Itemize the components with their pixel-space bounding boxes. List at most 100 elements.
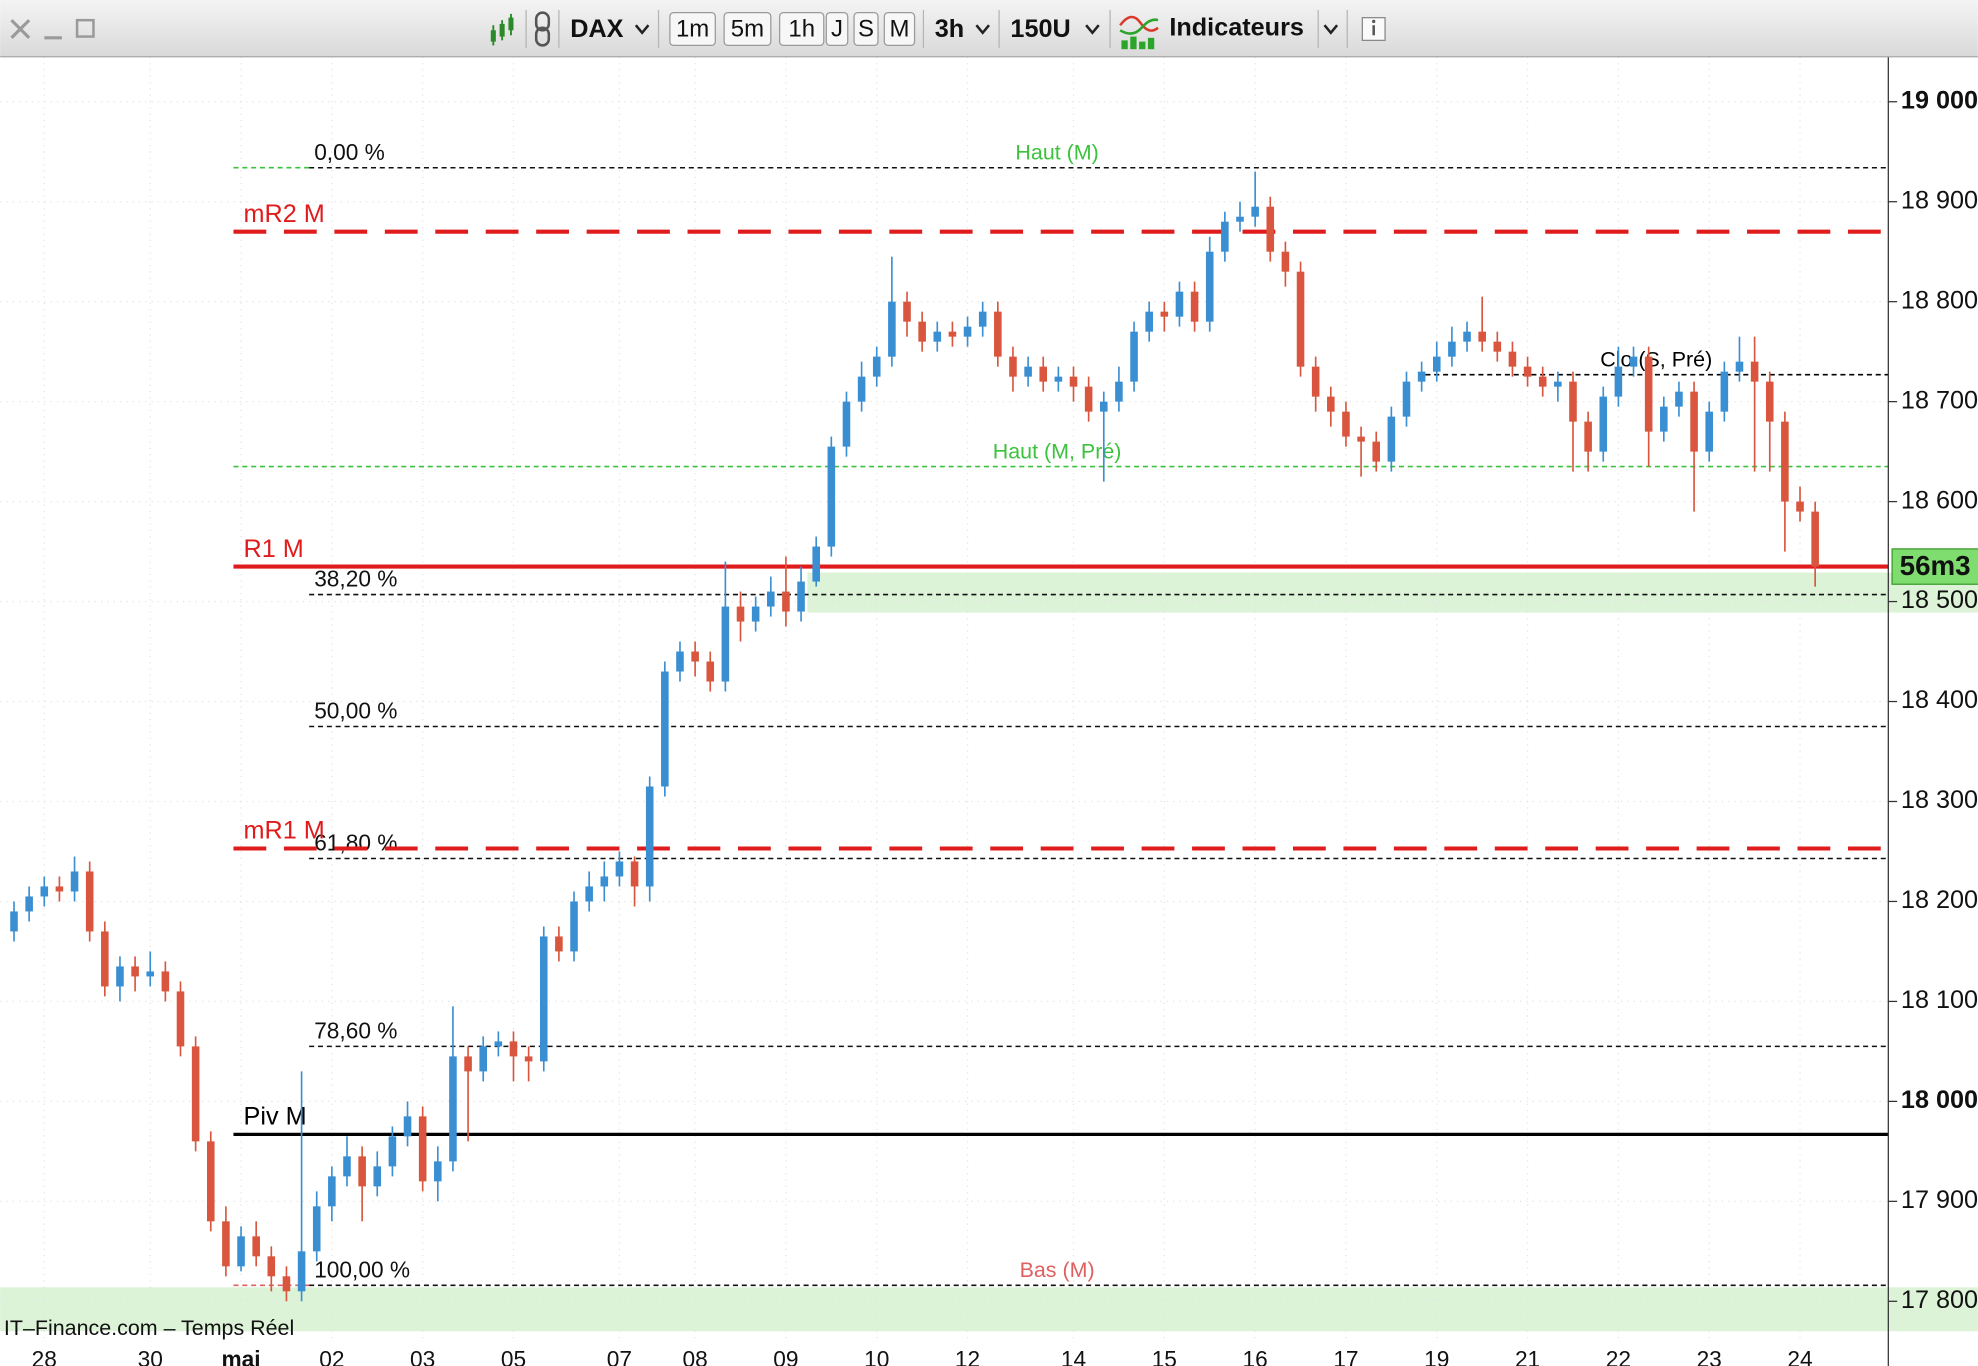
candle-body (70, 871, 79, 892)
candle-body (1281, 251, 1290, 272)
x-tick-label: mai (221, 1346, 260, 1366)
candle-body (1478, 331, 1486, 342)
candle-body (827, 446, 836, 547)
y-tick-label: 19 000 (1901, 86, 1978, 114)
units[interactable]: 150U (1010, 15, 1070, 43)
candle-body (1554, 381, 1562, 387)
candle-body (403, 1116, 412, 1137)
candle-body (55, 886, 64, 892)
candle-body (1069, 376, 1078, 387)
close-button[interactable] (10, 19, 31, 39)
period[interactable]: 3h (935, 15, 964, 43)
candle-body (1493, 341, 1502, 352)
extreme-label: Bas (M) (1020, 1258, 1095, 1282)
candle-body (176, 991, 185, 1047)
candle-body (1569, 381, 1577, 422)
candle-body (312, 1206, 321, 1252)
interval-label[interactable]: 1h (788, 16, 815, 43)
candle-body (600, 876, 609, 887)
x-tick-label: 02 (319, 1346, 344, 1366)
interval-label[interactable]: M (889, 16, 909, 43)
y-tick-label: 18 900 (1901, 186, 1978, 214)
zones (0, 572, 1978, 1332)
candle-body (1205, 251, 1214, 322)
candle-body (978, 311, 987, 327)
candle-body (267, 1256, 276, 1277)
levels: Haut (M)Haut (M, Pré)Bas (M)Clo (S, Pré)… (233, 139, 1889, 1287)
link-button[interactable] (534, 11, 551, 47)
y-tick-label: 17 800 (1901, 1286, 1978, 1314)
candle-body (1690, 391, 1698, 452)
x-tick-label: 16 (1243, 1346, 1268, 1366)
interval-button[interactable]: 1h (778, 11, 825, 47)
y-tick-label: 18 500 (1901, 586, 1978, 614)
chart-type-button[interactable] (490, 13, 514, 46)
toolbar-bg (0, 0, 1978, 57)
candles (10, 171, 1819, 1302)
x-tick-label: 21 (1515, 1346, 1540, 1366)
interval-label[interactable]: 5m (731, 16, 764, 43)
fibonacci-label: 100,00 % (314, 1256, 410, 1282)
x-tick-label: 12 (955, 1346, 980, 1366)
indicators[interactable]: Indicateurs (1169, 14, 1304, 42)
interval-button[interactable]: M (883, 11, 916, 47)
candle-body (1417, 371, 1426, 382)
candle-body (494, 1041, 503, 1047)
candle-body (706, 661, 715, 682)
x-tick-label: 08 (682, 1346, 707, 1366)
candle-body (994, 311, 1002, 357)
candle-body (282, 1276, 291, 1292)
candle-body (1145, 311, 1153, 332)
candle-body (948, 331, 957, 337)
y-tick-label: 18 300 (1901, 786, 1978, 814)
candle-body (1402, 381, 1411, 417)
candle-body (630, 861, 639, 887)
candle-body (1099, 401, 1108, 412)
candle-body (328, 1176, 336, 1207)
fibonacci-label: 50,00 % (314, 698, 397, 724)
candle-body (1084, 386, 1093, 412)
interval-button[interactable]: J (825, 11, 849, 47)
candle-body (131, 966, 139, 977)
candle-body (206, 1141, 215, 1222)
candle-body (1599, 396, 1608, 452)
symbol[interactable]: DAX (570, 15, 623, 43)
candle-body (146, 971, 155, 977)
x-tick-label: 14 (1061, 1346, 1086, 1366)
candle-body (101, 931, 109, 987)
units-selector[interactable]: 150U (1010, 15, 1100, 43)
pivot-label: mR1 M (244, 817, 325, 845)
candle-body (1236, 216, 1244, 222)
y-tick-label: 18 700 (1901, 386, 1978, 414)
extreme-label: Haut (M, Pré) (993, 439, 1122, 463)
interval-button[interactable]: S (853, 11, 879, 47)
period-selector[interactable]: 3h (935, 15, 990, 43)
candle-body (1311, 366, 1320, 397)
candle-body (297, 1251, 306, 1292)
candle-body (464, 1056, 472, 1072)
indicators-selector[interactable]: Indicateurs (1119, 10, 1339, 50)
maximize-button[interactable] (75, 18, 95, 38)
interval-label[interactable]: S (858, 16, 874, 43)
y-tick-label: 17 900 (1901, 1186, 1978, 1214)
interval-button[interactable]: 5m (723, 11, 772, 47)
countdown-box (1891, 548, 1978, 585)
candle-body (191, 1046, 200, 1142)
candle-body (1327, 396, 1335, 412)
candle-body (85, 871, 94, 932)
symbol-selector[interactable]: DAX (570, 15, 650, 43)
interval-label[interactable]: J (831, 16, 843, 43)
info-button[interactable] (1361, 17, 1386, 41)
zone (0, 1287, 1978, 1332)
candle-body (1644, 356, 1653, 432)
candle-body (1251, 206, 1259, 217)
interval-button[interactable]: 1m (669, 11, 716, 47)
candle-body (963, 326, 972, 337)
candle-body (1175, 291, 1184, 317)
candle-body (1448, 341, 1456, 357)
interval-label[interactable]: 1m (676, 16, 709, 43)
candle-body (933, 331, 942, 342)
candle-body (1115, 381, 1123, 402)
